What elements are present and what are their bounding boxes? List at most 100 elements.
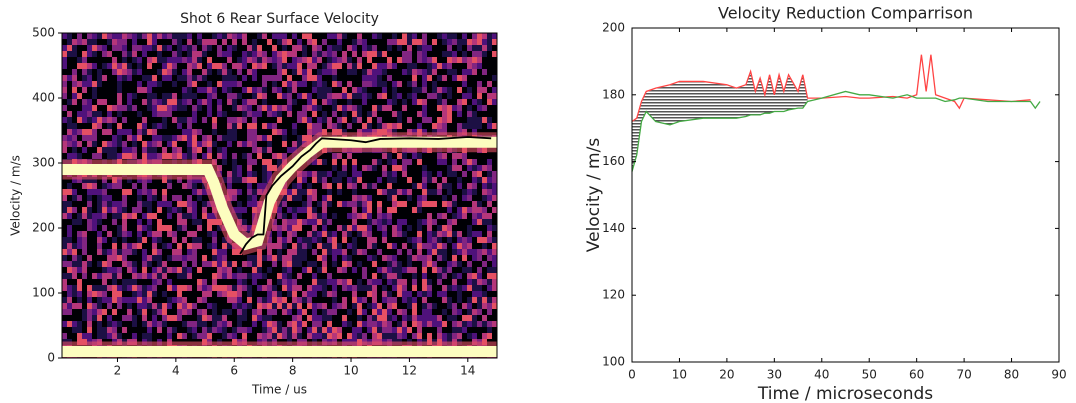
heatmap-cell: [62, 333, 67, 339]
heatmap-cell: [492, 33, 497, 39]
heatmap-cell: [422, 183, 427, 189]
heatmap-cell: [232, 303, 237, 309]
heatmap-cell: [157, 105, 162, 111]
heatmap-cell: [142, 189, 147, 195]
heatmap-cell: [417, 51, 422, 57]
heatmap-cell: [382, 237, 387, 243]
heatmap-cell: [387, 273, 392, 279]
heatmap-cell: [247, 327, 252, 333]
heatmap-cell: [197, 267, 202, 273]
heatmap-cell: [307, 117, 312, 123]
heatmap-cell: [82, 237, 87, 243]
heatmap-cell: [482, 33, 487, 39]
heatmap-cell: [437, 321, 442, 327]
heatmap-cell: [92, 51, 97, 57]
heatmap-cell: [402, 57, 407, 63]
heatmap-cell: [327, 201, 332, 207]
heatmap-cell: [457, 213, 462, 219]
heatmap-cell: [382, 213, 387, 219]
heatmap-cell: [322, 195, 327, 201]
heatmap-cell: [207, 141, 212, 147]
heatmap-cell: [317, 237, 322, 243]
heatmap-cell: [477, 285, 482, 291]
heatmap-cell: [482, 303, 487, 309]
heatmap-cell: [112, 327, 117, 333]
heatmap-cell: [322, 201, 327, 207]
heatmap-cell: [417, 333, 422, 339]
heatmap-cell: [147, 87, 152, 93]
heatmap-cell: [112, 309, 117, 315]
heatmap-cell: [107, 33, 112, 39]
heatmap-cell: [172, 81, 177, 87]
heatmap-cell: [197, 225, 202, 231]
heatmap-cell: [272, 129, 277, 135]
heatmap-cell: [167, 153, 172, 159]
heatmap-cell: [282, 45, 287, 51]
heatmap-cell: [492, 249, 497, 255]
heatmap-cell: [352, 201, 357, 207]
heatmap-cell: [252, 135, 257, 141]
heatmap-cell: [427, 57, 432, 63]
heatmap-cell: [147, 327, 152, 333]
heatmap-cell: [62, 45, 67, 51]
heatmap-cell: [112, 255, 117, 261]
heatmap-cell: [197, 141, 202, 147]
heatmap-cell: [117, 39, 122, 45]
heatmap-cell: [477, 99, 482, 105]
heatmap-cell: [227, 123, 232, 129]
heatmap-cell: [347, 255, 352, 261]
heatmap-cell: [172, 147, 177, 153]
heatmap-cell: [227, 177, 232, 183]
heatmap-cell: [182, 273, 187, 279]
heatmap-cell: [247, 159, 252, 165]
heatmap-cell: [427, 261, 432, 267]
heatmap-cell: [452, 321, 457, 327]
heatmap-cell: [367, 81, 372, 87]
heatmap-cell: [212, 231, 217, 237]
heatmap-cell: [182, 153, 187, 159]
heatmap-cell: [457, 105, 462, 111]
heatmap-cell: [247, 57, 252, 63]
heatmap-cell: [422, 291, 427, 297]
heatmap-cell: [377, 159, 382, 165]
heatmap-cell: [472, 33, 477, 39]
heatmap-cell: [407, 327, 412, 333]
heatmap-cell: [412, 69, 417, 75]
heatmap-cell: [312, 123, 317, 129]
heatmap-cell: [357, 315, 362, 321]
heatmap-cell: [187, 117, 192, 123]
heatmap-cell: [397, 153, 402, 159]
heatmap-cell: [417, 87, 422, 93]
heatmap-cell: [457, 153, 462, 159]
heatmap-cell: [202, 135, 207, 141]
heatmap-cell: [342, 231, 347, 237]
heatmap-cell: [412, 33, 417, 39]
heatmap-cell: [122, 213, 127, 219]
heatmap-cell: [267, 57, 272, 63]
heatmap-cell: [362, 267, 367, 273]
heatmap-cell: [72, 249, 77, 255]
heatmap-cell: [472, 183, 477, 189]
heatmap-cell: [317, 69, 322, 75]
heatmap-cell: [287, 195, 292, 201]
heatmap-cell: [142, 321, 147, 327]
heatmap-cell: [477, 303, 482, 309]
heatmap-cell: [77, 243, 82, 249]
heatmap-cell: [462, 213, 467, 219]
heatmap-cell: [162, 321, 167, 327]
heatmap-cell: [452, 159, 457, 165]
heatmap-cell: [362, 165, 367, 171]
heatmap-cell: [132, 183, 137, 189]
heatmap-cell: [372, 165, 377, 171]
heatmap-cell: [467, 267, 472, 273]
heatmap-cell: [437, 123, 442, 129]
heatmap-cell: [342, 303, 347, 309]
heatmap-cell: [222, 39, 227, 45]
heatmap-cell: [357, 171, 362, 177]
heatmap-cell: [87, 135, 92, 141]
heatmap-cell: [182, 57, 187, 63]
heatmap-cell: [252, 63, 257, 69]
heatmap-cell: [432, 249, 437, 255]
heatmap-cell: [442, 249, 447, 255]
heatmap-cell: [327, 309, 332, 315]
